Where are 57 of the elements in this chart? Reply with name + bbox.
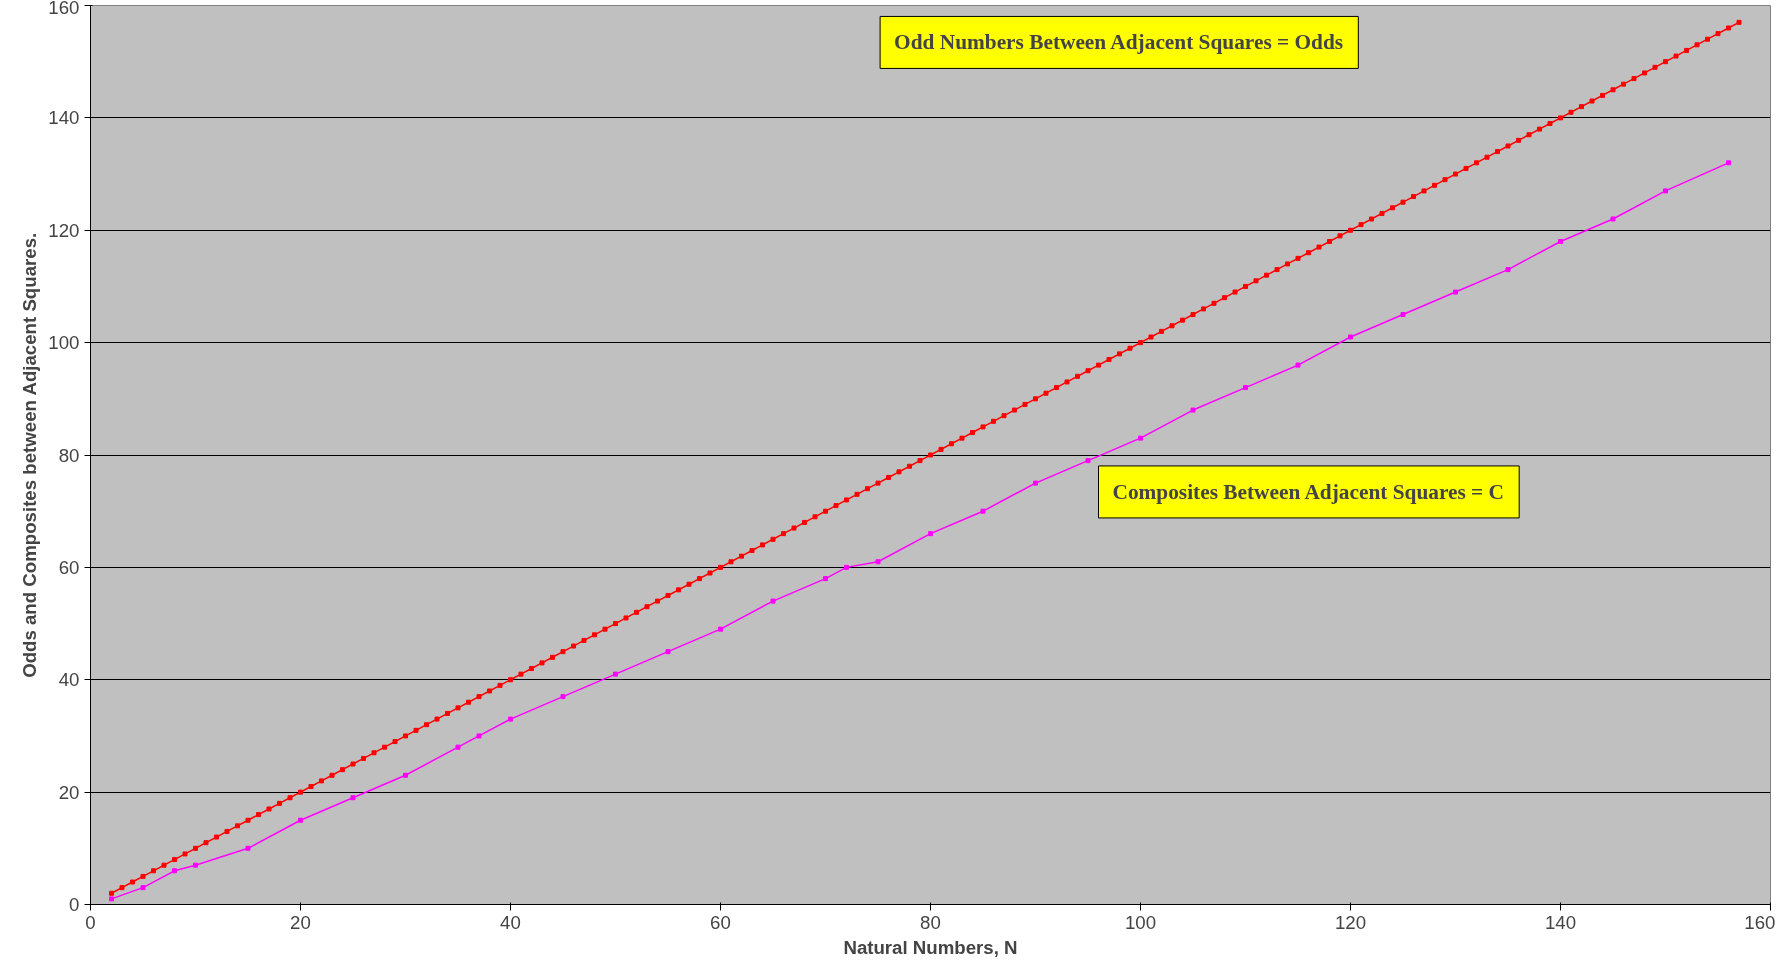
point <box>1558 238 1563 244</box>
point <box>1348 334 1353 340</box>
point <box>1663 188 1668 194</box>
annotation: Odd Numbers Between Adjacent Squares = Odds <box>894 30 1344 55</box>
point <box>1400 312 1406 318</box>
point <box>613 671 618 677</box>
annotation: Composites Between Adjacent Squares = C <box>1112 479 1505 504</box>
x-axis-title: Natural Numbers, N <box>843 936 1018 958</box>
x-tick-label: 160 <box>1744 911 1776 933</box>
point <box>665 649 671 655</box>
point <box>140 885 146 891</box>
point <box>1033 480 1038 486</box>
x-tick-label: 80 <box>920 911 941 933</box>
point <box>508 716 513 722</box>
point <box>875 559 881 565</box>
point <box>403 772 408 778</box>
point <box>823 576 828 582</box>
point <box>298 817 303 823</box>
y-tick-label: 140 <box>48 107 80 129</box>
point <box>1505 267 1511 273</box>
y-tick-label: 100 <box>48 332 80 354</box>
x-tick-label: 40 <box>500 911 521 933</box>
point <box>718 626 723 632</box>
point <box>770 598 776 604</box>
y-tick-label: 80 <box>58 444 80 466</box>
point <box>928 531 933 537</box>
point <box>1453 289 1458 295</box>
y-tick-label: 40 <box>58 669 80 691</box>
point <box>1190 407 1196 413</box>
x-tick-label: 0 <box>85 911 96 933</box>
point <box>350 795 356 801</box>
point <box>844 564 849 570</box>
point <box>980 508 986 514</box>
point <box>560 694 566 700</box>
point <box>1726 160 1731 166</box>
point <box>109 896 114 902</box>
y-tick-label: 0 <box>69 894 80 915</box>
point <box>455 744 461 750</box>
point <box>1610 216 1616 222</box>
y-axis-title: Odds and Composites between Adjacent Squares. <box>19 232 41 678</box>
y-tick-label: 20 <box>58 781 80 803</box>
point <box>172 868 177 874</box>
x-tick-label: 100 <box>1124 911 1157 933</box>
point <box>476 733 482 739</box>
y-tick-label: 60 <box>58 556 80 578</box>
y-tick-label: 120 <box>48 219 80 241</box>
point <box>1138 435 1143 441</box>
y-tick-label: 160 <box>48 0 80 18</box>
x-tick-label: 120 <box>1334 911 1367 933</box>
x-tick-label: 140 <box>1544 911 1577 933</box>
point <box>1295 362 1301 368</box>
x-tick-label: 60 <box>710 911 731 933</box>
x-tick-label: 20 <box>290 911 311 933</box>
point <box>245 845 251 851</box>
point <box>1243 385 1248 391</box>
point <box>1085 458 1091 464</box>
point <box>193 862 198 868</box>
